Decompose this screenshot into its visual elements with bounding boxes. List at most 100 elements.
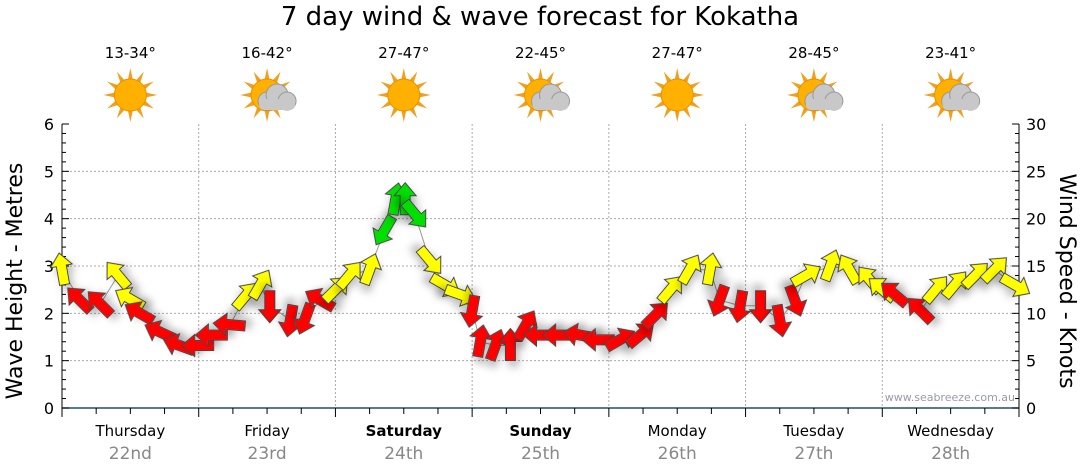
left-tick-label: 0 bbox=[44, 399, 54, 418]
wind-arrow-shape bbox=[837, 254, 862, 286]
sun-ray bbox=[811, 68, 817, 80]
cloud bbox=[257, 83, 297, 111]
day-label: Monday bbox=[648, 422, 707, 440]
wind-arrow bbox=[677, 254, 702, 286]
chart-title: 7 day wind & wave forecast for Kokatha bbox=[280, 2, 800, 32]
wind-arrow-shape bbox=[372, 213, 398, 246]
sun-disc bbox=[660, 78, 694, 112]
sun-ray bbox=[240, 92, 252, 98]
wind-arrow-shape bbox=[624, 323, 654, 350]
date-label: 23rd bbox=[248, 444, 287, 464]
wind-arrow bbox=[372, 213, 398, 246]
sun-ray bbox=[653, 100, 665, 109]
sun-ray bbox=[376, 92, 388, 98]
wind-arrow-shape bbox=[415, 244, 442, 274]
partly-cloudy-icon bbox=[513, 68, 570, 122]
sun-ray bbox=[142, 81, 154, 90]
wind-arrow-shape bbox=[443, 283, 477, 307]
sun-ray bbox=[253, 71, 262, 83]
sun-ray bbox=[819, 107, 828, 119]
wind-arrow bbox=[880, 282, 910, 309]
day-label: Tuesday bbox=[782, 422, 844, 440]
wind-arrow bbox=[656, 276, 682, 306]
day-label: Saturday bbox=[366, 422, 443, 440]
wind-arrow-shape bbox=[106, 261, 133, 291]
wind-arrow-shape bbox=[748, 290, 773, 324]
wind-arrow-shape bbox=[656, 276, 682, 306]
sun-ray bbox=[546, 107, 554, 119]
sun-ray bbox=[517, 100, 528, 109]
wind-arrow-shape bbox=[87, 291, 116, 319]
wind-arrow bbox=[194, 323, 228, 348]
wind-arrow-shape bbox=[998, 272, 1031, 298]
sun-ray bbox=[538, 110, 543, 122]
wind-arrow-shape bbox=[180, 333, 215, 358]
sun-ray bbox=[243, 81, 255, 90]
sun-ray bbox=[390, 71, 398, 83]
sun-ray bbox=[272, 71, 281, 83]
left-tick-label: 5 bbox=[44, 162, 54, 181]
wind-arrow bbox=[359, 253, 383, 287]
wind-arrow bbox=[257, 290, 282, 324]
date-label: 25th bbox=[521, 444, 560, 464]
right-tick-label: 20 bbox=[1026, 210, 1046, 229]
sun-ray bbox=[546, 71, 554, 83]
sun-ray bbox=[116, 107, 125, 119]
sun-ray bbox=[923, 92, 935, 98]
sun-ray bbox=[800, 107, 809, 119]
wind-arrow-shape bbox=[247, 269, 273, 302]
partly-cloudy-icon bbox=[240, 68, 297, 122]
sun-ray bbox=[136, 71, 144, 83]
wind-arrow bbox=[459, 294, 484, 328]
sun-ray bbox=[146, 92, 158, 98]
date-label: 22nd bbox=[109, 444, 152, 464]
sun-ray bbox=[956, 71, 965, 83]
wind-arrow bbox=[393, 181, 418, 216]
sun-ray bbox=[390, 107, 398, 119]
sun-ray bbox=[674, 110, 680, 122]
right-axis-title: Wind Speed - Knots bbox=[1054, 173, 1079, 388]
sun-ray bbox=[674, 68, 680, 80]
wind-arrow bbox=[789, 263, 822, 288]
sun-icon bbox=[376, 68, 431, 122]
wind-arrow-shape bbox=[789, 263, 822, 288]
sun-ray bbox=[127, 68, 133, 80]
wind-arrow bbox=[784, 283, 808, 317]
cloud-base bbox=[942, 99, 979, 110]
wind-arrow-shape bbox=[304, 287, 337, 313]
sun-ray bbox=[819, 71, 828, 83]
wind-arrow-shape bbox=[67, 287, 95, 315]
wind-arrow bbox=[640, 302, 668, 331]
wind-arrow bbox=[106, 261, 133, 291]
cloud bbox=[804, 83, 844, 111]
day-label: Wednesday bbox=[907, 422, 994, 440]
wind-arrow-shape bbox=[334, 261, 361, 291]
cloud-base bbox=[805, 99, 842, 110]
wind-arrow-shape bbox=[49, 252, 74, 287]
wind-arrow bbox=[998, 272, 1031, 298]
temperature-range: 23-41° bbox=[925, 44, 977, 62]
wind-arrow-shape bbox=[124, 301, 157, 326]
sun-ray bbox=[409, 107, 418, 119]
sun-ray bbox=[116, 71, 125, 83]
date-label: 27th bbox=[794, 444, 833, 464]
wind-arrow-shape bbox=[784, 283, 808, 317]
wind-arrow bbox=[603, 327, 636, 353]
sun-ray bbox=[127, 110, 133, 122]
wind-arrow-shape bbox=[393, 181, 418, 216]
right-tick-label: 0 bbox=[1026, 399, 1036, 418]
sun-ray bbox=[419, 92, 431, 98]
wind-arrow-shape bbox=[359, 253, 383, 287]
partly-cloudy-icon bbox=[923, 68, 981, 122]
wind-arrow bbox=[400, 198, 427, 228]
wind-arrow-shape bbox=[698, 252, 723, 287]
wind-arrow bbox=[304, 287, 337, 313]
wind-arrow bbox=[247, 269, 273, 302]
sun-ray bbox=[106, 100, 118, 109]
sun-ray bbox=[811, 110, 817, 122]
wind-arrow-shape bbox=[677, 254, 702, 286]
sun-ray bbox=[683, 71, 691, 83]
sun-ray bbox=[790, 100, 802, 109]
